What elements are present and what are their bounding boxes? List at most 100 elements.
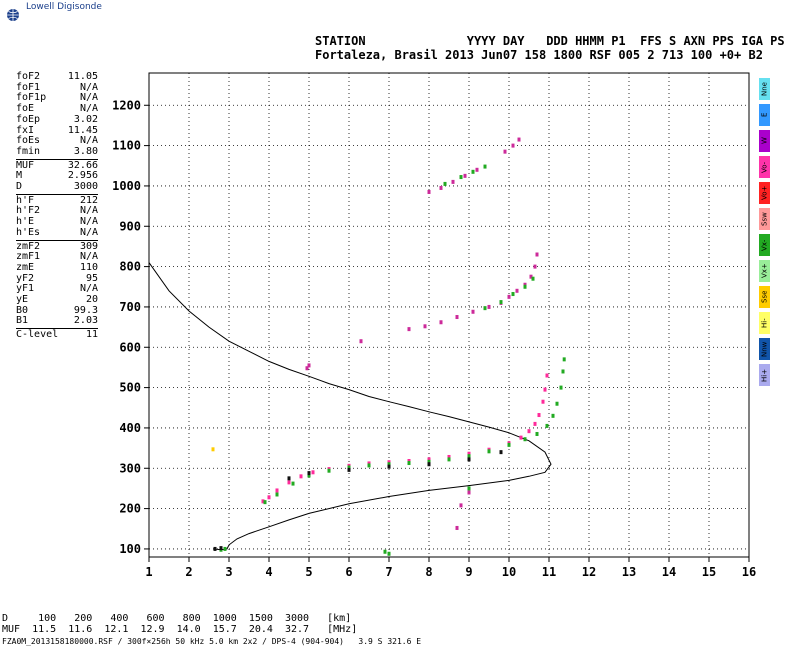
trace-point — [545, 423, 549, 428]
y-tick-label: 300 — [119, 461, 141, 475]
param-separator — [16, 193, 98, 195]
param-value: N/A — [79, 92, 98, 104]
param-value: 3.80 — [73, 145, 98, 157]
trace-point — [307, 363, 311, 368]
muf-table-muf-row: MUF 11.5 11.6 12.1 12.9 14.0 15.7 20.4 3… — [2, 624, 358, 635]
trace-point — [467, 454, 471, 459]
x-tick-label: 15 — [702, 565, 716, 579]
axis-ticks: 1 2 3 4 5 6 7 8 9 10 11 12 13 14 15 1610020030040050060… — [112, 98, 756, 579]
trace-point — [507, 294, 511, 299]
trace-point — [261, 499, 265, 504]
legend-item: Vo- — [759, 156, 770, 178]
trace-point — [523, 284, 527, 289]
logo-text: Lowell Digisonde — [26, 2, 102, 12]
muf-table-distance-row: D 100 200 400 600 800 1000 1500 3000 [km… — [2, 613, 352, 624]
trace-point — [223, 546, 227, 551]
trace-point — [275, 492, 279, 497]
param-name: C-level — [16, 329, 59, 341]
param-value: 212 — [79, 194, 98, 206]
param-row: fmin 3.80 — [16, 145, 98, 158]
trace-point — [455, 525, 459, 530]
param-name: foE — [16, 103, 35, 115]
trace-point — [287, 480, 291, 485]
y-tick-label: 400 — [119, 421, 141, 435]
y-tick-label: 1200 — [112, 98, 141, 112]
param-row: yE 20 — [16, 294, 98, 306]
param-row: h'F 212 — [16, 194, 98, 207]
param-name: h'E — [16, 216, 35, 228]
y-tick-label: 900 — [119, 219, 141, 233]
y-tick-label: 200 — [119, 502, 141, 516]
param-name: fxI — [16, 124, 35, 136]
param-name: foF1p — [16, 92, 47, 104]
trace-point — [275, 488, 279, 493]
trace-point — [387, 551, 391, 556]
trace-point — [407, 327, 411, 332]
trace-point — [467, 486, 471, 491]
x-tick-label: 14 — [662, 565, 676, 579]
x-tick-label: 9 — [465, 565, 472, 579]
trace-point — [387, 462, 391, 467]
trace-point — [487, 449, 491, 454]
x-tick-label: 6 — [345, 565, 352, 579]
param-separator — [16, 158, 98, 160]
param-name: foF2 — [16, 71, 41, 82]
param-name: fmin — [16, 145, 41, 157]
trace-point — [459, 503, 463, 508]
trace-point — [559, 385, 563, 390]
trace-point — [347, 465, 351, 470]
trace-point — [263, 500, 267, 505]
footer-info: FZA0M_2013158180000.RSF / 300f×256h 50 k… — [2, 637, 422, 646]
trace-point — [523, 437, 527, 442]
trace-point — [407, 461, 411, 466]
x-tick-label: 11 — [542, 565, 556, 579]
trace-point — [305, 366, 309, 371]
trace-point — [467, 451, 471, 456]
trace-point — [483, 164, 487, 169]
trace-point — [459, 175, 463, 180]
trace-point — [387, 460, 391, 465]
param-row: B1 2.03 — [16, 316, 98, 327]
param-row: M 2.956 — [16, 171, 98, 182]
x-tick-label: 2 — [185, 565, 192, 579]
param-row: D 3000 — [16, 181, 98, 193]
param-row: h'F2 N/A — [16, 206, 98, 217]
param-value: N/A — [79, 226, 98, 238]
legend-item: W — [759, 130, 770, 152]
trace-point — [427, 459, 431, 464]
param-name: zmF1 — [16, 251, 41, 263]
trace-point — [503, 149, 507, 154]
param-value: 99.3 — [73, 304, 98, 316]
trace-point — [551, 413, 555, 418]
trace-point — [533, 421, 537, 426]
trace-point — [535, 431, 539, 436]
param-value: 2.956 — [67, 170, 98, 182]
y-tick-label: 1100 — [112, 139, 141, 153]
legend-item: Ssw — [759, 208, 770, 230]
param-name: h'F — [16, 194, 35, 206]
trace-point — [562, 357, 566, 362]
trace-point — [291, 481, 295, 486]
trace-point — [471, 169, 475, 174]
param-value: N/A — [79, 283, 98, 295]
param-row: h'Es N/A — [16, 226, 98, 239]
param-value: N/A — [79, 251, 98, 263]
param-value: 20 — [85, 294, 98, 306]
x-tick-label: 3 — [225, 565, 232, 579]
trace-point — [511, 292, 515, 297]
trace-point — [311, 470, 315, 475]
x-tick-label: 5 — [305, 565, 312, 579]
legend-item: Vx- — [759, 234, 770, 256]
param-value: 2.03 — [73, 315, 98, 327]
globe-icon — [7, 9, 19, 21]
trace-point — [407, 459, 411, 464]
param-name: foF1 — [16, 81, 41, 93]
param-row: foE N/A — [16, 103, 98, 115]
trace-point — [561, 369, 565, 374]
trace-point — [451, 179, 455, 184]
x-tick-label: 8 — [425, 565, 432, 579]
trace-point — [219, 546, 223, 551]
param-value: 3.02 — [73, 113, 98, 125]
param-name: zmF2 — [16, 240, 41, 252]
trace-point — [463, 173, 467, 178]
